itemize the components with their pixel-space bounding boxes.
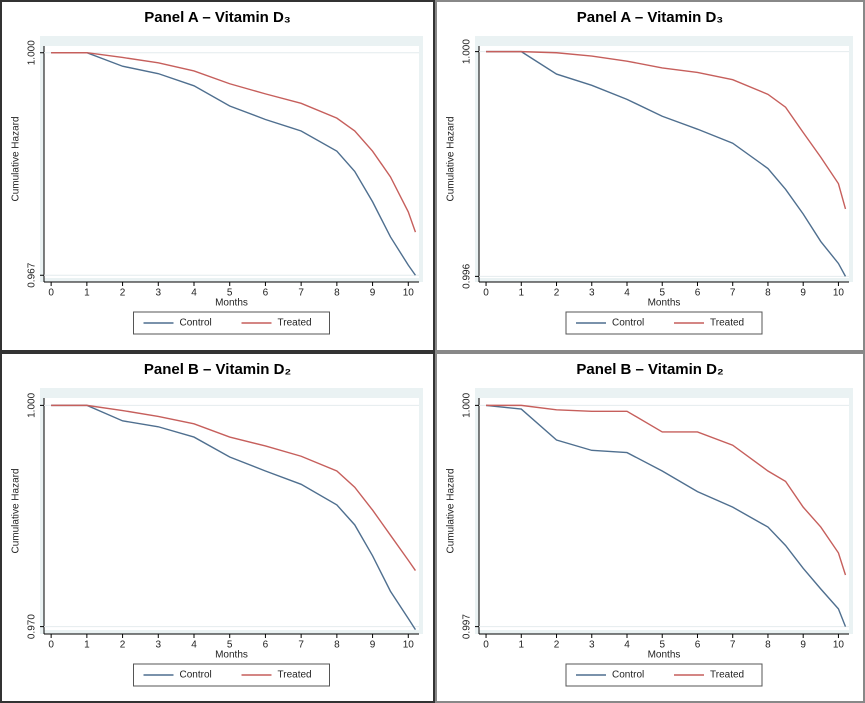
chart-title: Panel B – Vitamin D₂ <box>576 361 723 378</box>
x-tick-label: 7 <box>298 640 304 651</box>
x-tick-label: 10 <box>403 288 415 299</box>
series-line <box>486 50 847 277</box>
x-tick-label: 6 <box>263 640 269 651</box>
x-tick-label: 2 <box>120 640 126 651</box>
x-tick-label: 4 <box>624 640 630 651</box>
y-axis-label: Cumulative Hazard <box>11 116 22 201</box>
x-tick-label: 0 <box>48 640 54 651</box>
chart-title: Panel B – Vitamin D₂ <box>144 361 291 378</box>
series-line <box>485 404 847 627</box>
x-tick-label: 1 <box>84 288 90 299</box>
x-tick-label: 3 <box>156 288 162 299</box>
legend-label: Control <box>180 318 212 329</box>
series-line <box>51 52 417 276</box>
y-axis-label: Cumulative Hazard <box>446 116 457 201</box>
y-tick-label: 0.996 <box>462 263 473 288</box>
x-tick-label: 7 <box>298 288 304 299</box>
plot-area <box>479 46 849 278</box>
x-tick-label: 7 <box>730 288 736 299</box>
chart-title: Panel A – Vitamin D₃ <box>144 9 290 26</box>
x-tick-label: 0 <box>483 640 489 651</box>
x-tick-label: 8 <box>765 640 771 651</box>
y-tick-label: 0.997 <box>462 614 473 639</box>
x-tick-label: 5 <box>227 288 233 299</box>
x-tick-label: 4 <box>191 640 197 651</box>
legend <box>565 663 763 687</box>
x-axis-label: Months <box>215 650 248 661</box>
legend-label: Treated <box>278 318 312 329</box>
legend-label: Treated <box>710 318 744 329</box>
x-axis-label: Months <box>648 298 681 309</box>
x-tick-label: 8 <box>334 288 340 299</box>
x-tick-label: 9 <box>370 288 376 299</box>
series-line <box>486 404 847 576</box>
y-tick-label: 1.000 <box>462 39 473 64</box>
x-tick-label: 3 <box>156 640 162 651</box>
x-tick-label: 7 <box>730 640 736 651</box>
x-tick-label: 0 <box>483 288 489 299</box>
y-tick-label: 1.000 <box>27 392 38 417</box>
x-tick-label: 4 <box>624 288 630 299</box>
y-axis-label: Cumulative Hazard <box>446 468 457 553</box>
plot-area <box>479 398 849 630</box>
x-tick-label: 8 <box>334 640 340 651</box>
x-tick-label: 3 <box>589 640 595 651</box>
x-tick-label: 10 <box>403 640 415 651</box>
x-tick-label: 10 <box>833 288 845 299</box>
x-tick-label: 9 <box>370 640 376 651</box>
x-tick-label: 2 <box>120 288 126 299</box>
x-tick-label: 1 <box>84 640 90 651</box>
x-tick-label: 9 <box>800 288 806 299</box>
x-tick-label: 9 <box>800 640 806 651</box>
x-tick-label: 8 <box>765 288 771 299</box>
legend <box>133 311 330 335</box>
x-tick-label: 6 <box>263 288 269 299</box>
legend-label: Treated <box>278 670 312 681</box>
x-tick-label: 0 <box>48 288 54 299</box>
x-tick-label: 3 <box>589 288 595 299</box>
x-tick-label: 1 <box>519 640 525 651</box>
series-line <box>486 50 847 210</box>
x-tick-label: 4 <box>191 288 197 299</box>
x-tick-label: 5 <box>227 640 233 651</box>
x-tick-label: 6 <box>695 288 701 299</box>
x-tick-label: 2 <box>554 640 560 651</box>
legend-label: Control <box>612 670 644 681</box>
x-tick-label: 6 <box>695 640 701 651</box>
chart-title: Panel A – Vitamin D₃ <box>577 9 723 26</box>
legend-label: Treated <box>710 670 744 681</box>
y-tick-label: 0.967 <box>27 262 38 287</box>
x-axis-label: Months <box>648 650 681 661</box>
legend-label: Control <box>612 318 644 329</box>
plot-area <box>44 46 419 278</box>
legend <box>565 311 763 335</box>
x-axis-label: Months <box>215 298 248 309</box>
x-tick-label: 5 <box>659 640 665 651</box>
series-line <box>51 404 417 630</box>
legend-label: Control <box>180 670 212 681</box>
x-tick-label: 1 <box>519 288 525 299</box>
y-tick-label: 1.000 <box>462 392 473 417</box>
y-axis-label: Cumulative Hazard <box>11 468 22 553</box>
plot-area <box>44 398 419 630</box>
series-line <box>51 404 417 571</box>
x-tick-label: 5 <box>659 288 665 299</box>
series-line <box>51 52 417 233</box>
y-tick-label: 0.970 <box>27 614 38 639</box>
legend <box>133 663 330 687</box>
x-tick-label: 2 <box>554 288 560 299</box>
y-tick-label: 1.000 <box>27 40 38 65</box>
x-tick-label: 10 <box>833 640 845 651</box>
